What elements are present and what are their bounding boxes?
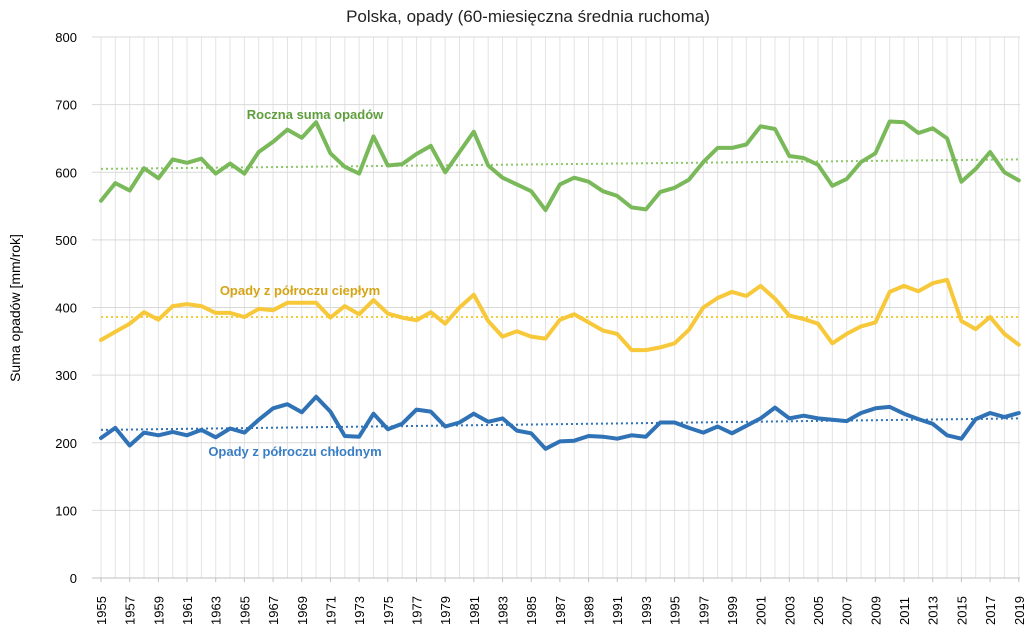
x-tick-label: 1961 bbox=[180, 596, 195, 625]
x-tick-label: 1955 bbox=[94, 596, 109, 625]
x-tick-label: 2005 bbox=[811, 596, 826, 625]
y-tick-label: 0 bbox=[70, 571, 77, 586]
x-tick-label: 1967 bbox=[266, 596, 281, 625]
y-tick-label: 300 bbox=[55, 368, 77, 383]
x-tick-label: 1993 bbox=[639, 596, 654, 625]
x-tick-label: 2001 bbox=[754, 596, 769, 625]
x-tick-label: 1987 bbox=[553, 596, 568, 625]
x-tick-label: 1957 bbox=[123, 596, 138, 625]
series-line-1 bbox=[99, 277, 1021, 353]
x-tick-label: 2009 bbox=[868, 596, 883, 625]
x-tick-label: 1979 bbox=[438, 596, 453, 625]
x-tick-label: 2011 bbox=[897, 597, 912, 625]
series-label-roczna: Roczna suma opadów bbox=[247, 107, 384, 122]
series-lines bbox=[99, 119, 1021, 451]
x-tick-label: 2019 bbox=[1012, 596, 1024, 625]
y-tick-label: 700 bbox=[55, 98, 77, 113]
x-tick-label: 1983 bbox=[496, 596, 511, 625]
y-tick-label: 100 bbox=[55, 503, 77, 518]
x-tick-label: 1981 bbox=[467, 596, 482, 625]
x-tick-label: 1995 bbox=[668, 596, 683, 625]
y-axis-ticks: 0 100 200 300 400 500 600 700 800 bbox=[55, 30, 77, 586]
x-tick-label: 1985 bbox=[524, 596, 539, 625]
series-label-chlodny: Opady z półroczu chłodnym bbox=[208, 444, 381, 459]
x-tick-label: 1963 bbox=[209, 596, 224, 625]
chart-title: Polska, opady (60-miesięczna średnia ruc… bbox=[346, 7, 710, 26]
y-tick-label: 400 bbox=[55, 301, 77, 316]
y-tick-label: 500 bbox=[55, 233, 77, 248]
series-line-2 bbox=[99, 394, 1021, 451]
x-tick-label: 1973 bbox=[352, 596, 367, 625]
x-tick-label: 1997 bbox=[696, 596, 711, 625]
y-axis-label: Suma opadów [mm/rok] bbox=[7, 234, 23, 382]
x-tick-label: 1959 bbox=[151, 596, 166, 625]
x-tick-label: 1975 bbox=[381, 596, 396, 625]
x-tick-label: 1969 bbox=[295, 596, 310, 625]
x-tick-label: 1971 bbox=[323, 596, 338, 625]
x-axis-ticks: 1955 1957 1959 1961 1963 1965 1967 1969 1971 1973… bbox=[94, 578, 1024, 625]
y-tick-label: 200 bbox=[55, 436, 77, 451]
x-tick-label: 2017 bbox=[983, 596, 998, 625]
series-label-cieply: Opady z półroczu ciepłym bbox=[220, 283, 380, 298]
x-tick-label: 1991 bbox=[610, 596, 625, 625]
grid bbox=[92, 36, 1020, 579]
series-labels: Roczna suma opadów Opady z półroczu ciep… bbox=[208, 107, 384, 459]
series-line-0 bbox=[99, 119, 1021, 213]
x-tick-label: 2003 bbox=[782, 596, 797, 625]
y-tick-label: 800 bbox=[55, 30, 77, 45]
x-tick-label: 2007 bbox=[840, 596, 855, 625]
x-tick-label: 2013 bbox=[926, 596, 941, 625]
y-tick-label: 600 bbox=[55, 165, 77, 180]
x-tick-label: 1965 bbox=[237, 596, 252, 625]
x-tick-label: 1999 bbox=[725, 596, 740, 625]
x-tick-label: 1989 bbox=[582, 596, 597, 625]
x-tick-label: 1977 bbox=[409, 596, 424, 625]
x-tick-label: 2015 bbox=[954, 596, 969, 625]
